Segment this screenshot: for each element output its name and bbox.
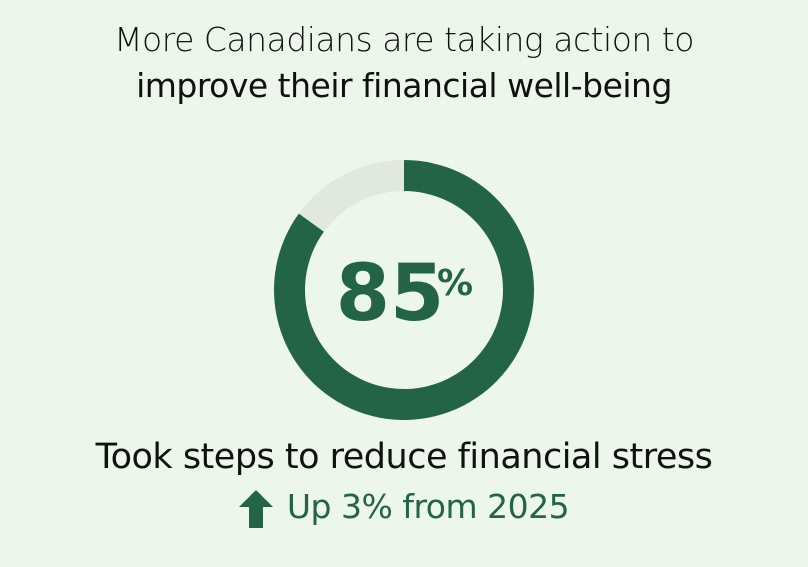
change-indicator: Up 3% from 2025	[0, 487, 808, 528]
center-unit: %	[437, 263, 473, 304]
title-line-2: improve their financial well-being	[136, 66, 672, 105]
change-text: Up 3% from 2025	[286, 487, 570, 526]
arrow-up-icon	[238, 489, 273, 528]
donut-segment-remainder	[298, 160, 404, 232]
title-line-1: More Canadians are taking action to	[114, 20, 694, 59]
chart-caption: Took steps to reduce financial stress	[95, 437, 713, 477]
center-value: 85	[336, 249, 445, 339]
